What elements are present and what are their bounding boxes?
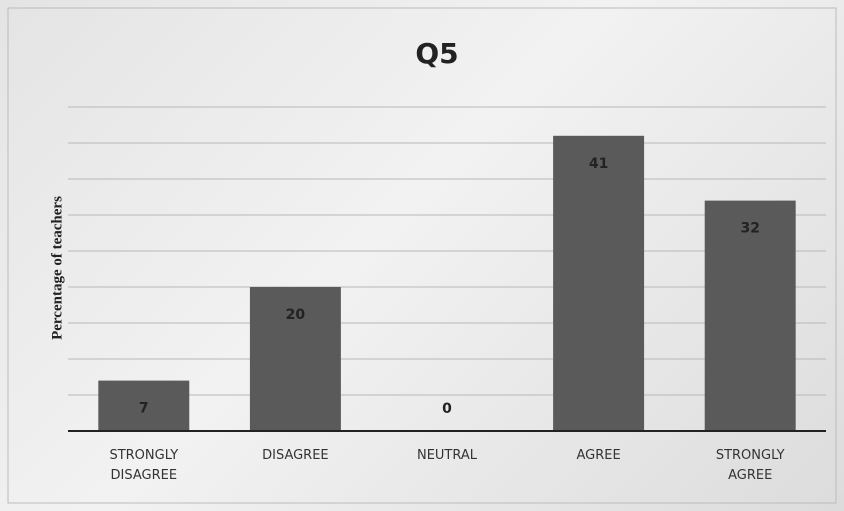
chart-title: Q5 xyxy=(415,37,458,70)
x-tick-label: STRONGLY AGREE xyxy=(715,448,785,483)
bar xyxy=(249,287,341,431)
x-tick-label: AGREE xyxy=(576,448,621,463)
y-axis-label: Percentage of teachers xyxy=(49,196,65,340)
data-label: 0 xyxy=(442,401,452,417)
data-label: 7 xyxy=(139,401,149,417)
x-tick-label: DISAGREE xyxy=(262,448,329,463)
bar xyxy=(553,135,645,432)
x-tick-label: STRONGLY DISAGREE xyxy=(109,448,179,483)
data-label: 20 xyxy=(286,307,306,323)
data-label: 41 xyxy=(589,156,608,172)
bar xyxy=(704,200,796,431)
x-tick-label: NEUTRAL xyxy=(416,448,478,463)
data-label: 32 xyxy=(740,221,759,237)
bar xyxy=(98,380,190,431)
chart-border xyxy=(7,7,837,504)
